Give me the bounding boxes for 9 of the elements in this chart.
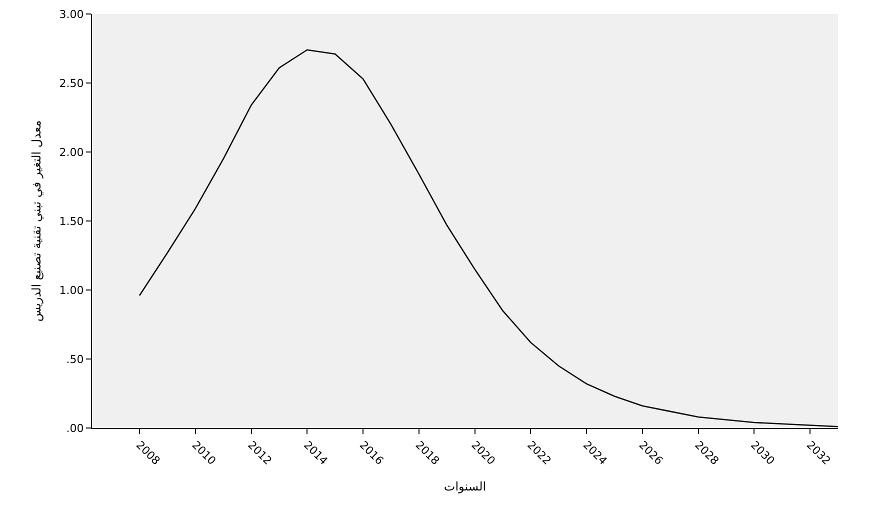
y-tick-label: 1.50 [59, 214, 84, 228]
y-tick-label: .00 [66, 422, 84, 435]
y-tick-label: 3.00 [59, 8, 84, 21]
y-tick-label: 2.00 [59, 146, 84, 159]
y-tick-label: 2.50 [59, 76, 84, 90]
y-axis-title: معدل التغير في تبني تقنية تصنيع الدريس [30, 120, 44, 322]
y-tick-label: 1.00 [59, 284, 84, 297]
y-tick-label: .50 [66, 352, 84, 366]
x-axis-title: السنوات [444, 479, 486, 494]
